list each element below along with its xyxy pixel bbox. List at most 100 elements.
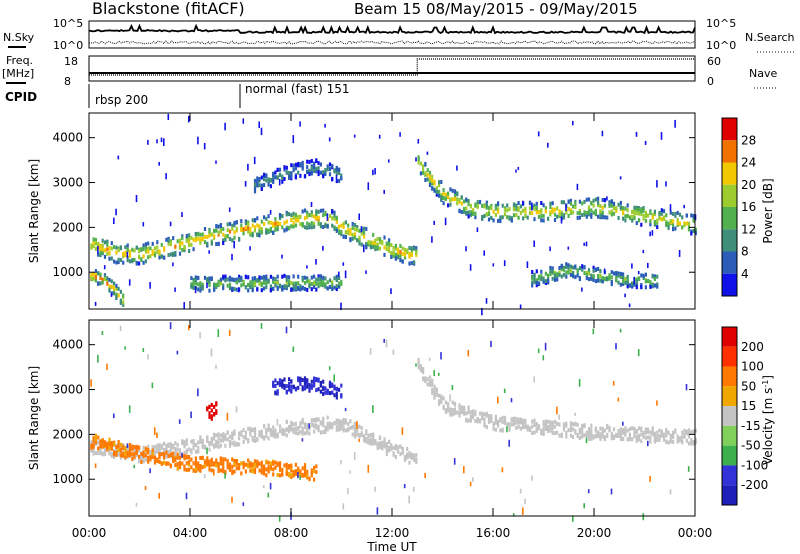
scatter-cell (203, 460, 207, 465)
scatter-cell (608, 210, 611, 215)
scatter-cell (372, 232, 375, 237)
scatter-cell (399, 254, 402, 259)
scatter-cell (274, 434, 277, 439)
scatter-cell (490, 203, 493, 208)
scatter-cell (560, 200, 563, 205)
scatter-cell (510, 422, 513, 427)
scatter-cell (417, 157, 420, 162)
scatter-cell (253, 218, 257, 222)
scatter-cell (569, 427, 572, 432)
scatter-cell (624, 276, 627, 281)
noise-cell (601, 130, 604, 137)
scatter-cell (331, 425, 334, 430)
scatter-cell (233, 230, 236, 235)
scatter-cell (408, 246, 411, 250)
scatter-cell (388, 243, 391, 248)
scatter-cell (451, 197, 454, 202)
scatter-cell (215, 228, 218, 233)
scatter-cell (160, 446, 163, 450)
scatter-cell (301, 466, 304, 471)
scatter-cell (106, 441, 109, 446)
scatter-cell (567, 214, 570, 218)
scatter-cell (626, 284, 629, 289)
scatter-cell (303, 287, 307, 291)
scatter-cell (160, 443, 163, 448)
noise-cell (128, 405, 131, 413)
scatter-cell (310, 418, 313, 423)
scatter-cell (610, 270, 613, 275)
scatter-cell (338, 427, 341, 432)
scatter-cell (297, 215, 300, 220)
scatter-cell (113, 259, 116, 264)
noise-cell (642, 513, 645, 521)
scatter-cell (551, 420, 554, 425)
scatter-cell (294, 426, 297, 431)
scatter-cell (422, 370, 425, 375)
scatter-cell (310, 213, 313, 218)
scatter-cell (694, 438, 697, 442)
scatter-cell (342, 234, 345, 239)
scatter-cell (253, 279, 257, 284)
scatter-cell (188, 455, 191, 459)
scatter-cell (431, 174, 434, 179)
n-tick-bottom-right: 10^0 (706, 39, 736, 52)
scatter-cell (492, 421, 495, 426)
scatter-cell (635, 277, 638, 282)
scatter-cell (672, 439, 675, 444)
scatter-cell (644, 218, 647, 223)
scatter-cell (635, 280, 638, 285)
scatter-cell (281, 176, 284, 180)
scatter-cell (428, 170, 432, 175)
scatter-cell (153, 457, 157, 462)
scatter-cell (251, 283, 254, 288)
scatter-cell (692, 440, 695, 445)
scatter-cell (540, 274, 543, 279)
scatter-cell (103, 276, 107, 281)
scatter-cell (324, 284, 327, 289)
scatter-cell (597, 276, 600, 280)
scatter-cell (235, 442, 238, 447)
scatter-cell (644, 285, 647, 290)
scatter-cell (633, 427, 636, 431)
scatter-cell (242, 439, 245, 444)
scatter-cell (222, 232, 225, 237)
scatter-cell (231, 286, 234, 291)
colorbar-swatch (722, 346, 737, 367)
scatter-cell (565, 430, 568, 435)
scatter-cell (649, 439, 652, 444)
scatter-cell (267, 179, 270, 184)
scatter-cell (224, 433, 227, 438)
scatter-cell (417, 357, 420, 362)
scatter-cell (210, 416, 213, 421)
scatter-cell (617, 280, 620, 285)
scatter-cell (276, 461, 279, 466)
scatter-cell (185, 238, 188, 243)
scatter-cell (90, 443, 93, 448)
scatter-cell (263, 465, 266, 470)
scatter-cell (390, 255, 393, 259)
scatter-cell (267, 427, 270, 432)
noise-cell (383, 189, 385, 194)
scatter-cell (606, 423, 609, 428)
nave-tick-top: 60 (707, 55, 721, 68)
scatter-cell (110, 246, 113, 251)
scatter-cell (540, 277, 543, 282)
scatter-cell (335, 427, 338, 432)
scatter-cell (267, 182, 270, 187)
noise-cell (440, 352, 442, 360)
scatter-cell (415, 251, 418, 255)
scatter-cell (356, 432, 359, 437)
scatter-cell (278, 424, 282, 429)
scatter-cell (194, 278, 197, 283)
scatter-cell (442, 396, 445, 401)
scatter-cell (210, 239, 213, 244)
scatter-cell (274, 227, 277, 232)
scatter-cell (653, 283, 656, 288)
scatter-cell (310, 282, 313, 286)
scatter-cell (335, 277, 338, 282)
scatter-cell (303, 208, 307, 213)
scatter-cell (474, 215, 477, 220)
scatter-cell (569, 272, 572, 277)
scatter-cell (328, 425, 332, 430)
scatter-cell (260, 230, 263, 235)
